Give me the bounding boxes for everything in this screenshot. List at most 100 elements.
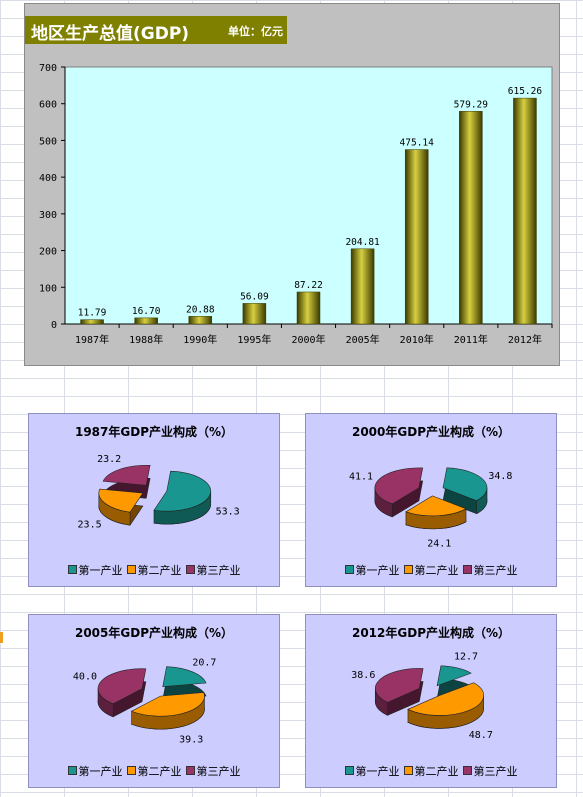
y-tick-label: 500 (39, 136, 57, 147)
bar (513, 97, 537, 325)
y-tick-label: 0 (51, 320, 57, 331)
pie-chart-title: 2005年GDP产业构成（%） (74, 626, 234, 640)
bar-value-label: 20.88 (186, 304, 215, 315)
x-tick-label: 2000年 (291, 333, 325, 346)
pie-chart-2005: 20.7 39.3 40.0 (73, 657, 217, 746)
pie-slice (442, 467, 488, 502)
legend-swatch (67, 565, 77, 574)
legend-label: 第二产业 (137, 564, 182, 577)
bar-value-label: 475.14 (400, 138, 435, 149)
bar (80, 319, 104, 325)
pie-chart-title: 1987年GDP产业构成（%） (74, 425, 234, 439)
legend-label: 第三产业 (196, 564, 241, 577)
legend-label: 第一产业 (78, 765, 123, 778)
pie-chart-title: 2012年GDP产业构成（%） (351, 626, 511, 640)
legend-swatch (185, 766, 195, 775)
pie-value-label: 23.5 (78, 519, 102, 530)
pie-slice (97, 668, 147, 705)
pie-slice (130, 692, 205, 717)
main-chart-title: 地区生产总值(GDP) (31, 24, 190, 44)
bar-value-label: 87.22 (294, 280, 323, 291)
pie-value-label: 12.7 (454, 652, 478, 663)
legend-swatch (126, 766, 136, 775)
bar (242, 303, 267, 325)
pie-value-label: 48.7 (469, 730, 493, 741)
pie-chart-panel-2012: 2012年GDP产业构成（%） 12.7 48.7 38.6 第一产业 第二产业 第三产… (305, 614, 557, 788)
pie-legend: 第一产业 第二产业 第三产业 (306, 562, 556, 578)
legend-swatch (344, 565, 354, 574)
pie-value-label: 20.7 (192, 657, 216, 668)
legend-label: 第一产业 (355, 765, 400, 778)
pie-value-label: 34.8 (488, 471, 512, 482)
y-tick-label: 200 (39, 247, 57, 258)
bar (134, 317, 158, 325)
pie-slice (405, 495, 467, 517)
pie-value-label: 40.0 (73, 671, 97, 682)
pie-value-label: 39.3 (179, 735, 203, 746)
pie-slice (374, 467, 424, 505)
legend-label: 第三产业 (473, 765, 518, 778)
legend-label: 第二产业 (137, 765, 182, 778)
pie-value-label: 38.6 (351, 670, 375, 681)
main-chart-title-box: 地区生产总值(GDP) 单位：亿元 (25, 16, 287, 44)
pie-slice (162, 666, 207, 687)
legend-item: 第二产业 (403, 763, 459, 779)
x-tick-label: 2005年 (346, 333, 380, 346)
sheet-edge-marker (0, 632, 3, 643)
pie-chart-2012: 12.7 48.7 38.6 (351, 652, 493, 741)
legend-item: 第一产业 (67, 562, 123, 578)
pie-value-label: 53.3 (216, 507, 240, 518)
pie-value-label: 23.2 (97, 454, 121, 465)
y-tick-label: 100 (39, 283, 57, 294)
bar-value-label: 615.26 (508, 86, 543, 97)
legend-swatch (344, 766, 354, 775)
x-tick-label: 1987年 (75, 333, 109, 346)
pie-slice (98, 488, 144, 513)
x-tick-label: 2011年 (454, 333, 488, 346)
pie-chart-panel-2000: 2000年GDP产业构成（%） 34.8 24.1 41.1 第一产业 第二产业 第三产… (305, 413, 557, 587)
bar-value-label: 11.79 (78, 308, 107, 319)
legend-item: 第三产业 (462, 763, 518, 779)
x-tick-label: 2012年 (508, 333, 542, 346)
legend-swatch (185, 565, 195, 574)
y-tick-label: 700 (39, 63, 57, 74)
legend-swatch (462, 565, 472, 574)
legend-item: 第三产业 (185, 562, 241, 578)
legend-item: 第二产业 (126, 562, 182, 578)
pie-legend: 第一产业 第二产业 第三产业 (29, 763, 279, 779)
x-tick-label: 1988年 (129, 333, 163, 346)
legend-swatch (462, 766, 472, 775)
pie-chart-1987: 53.3 23.5 23.2 (78, 454, 240, 530)
legend-swatch (403, 565, 413, 574)
pie-legend: 第一产业 第二产业 第三产业 (29, 562, 279, 578)
legend-item: 第二产业 (403, 562, 459, 578)
pie-value-label: 41.1 (349, 472, 373, 483)
x-tick-label: 2010年 (400, 333, 434, 346)
pie-slice (102, 464, 151, 486)
legend-swatch (126, 565, 136, 574)
pie-value-label: 24.1 (427, 539, 451, 550)
bar (459, 111, 483, 325)
legend-swatch (67, 766, 77, 775)
legend-label: 第三产业 (196, 765, 241, 778)
legend-item: 第三产业 (462, 562, 518, 578)
legend-item: 第二产业 (126, 763, 182, 779)
legend-label: 第二产业 (414, 765, 459, 778)
pie-slice (375, 668, 424, 703)
x-tick-label: 1990年 (183, 333, 217, 346)
bar (350, 248, 375, 325)
x-tick-label: 1995年 (237, 333, 271, 346)
legend-item: 第一产业 (67, 763, 123, 779)
legend-item: 第一产业 (344, 763, 400, 779)
pie-slice (407, 682, 484, 716)
y-tick-label: 400 (39, 173, 57, 184)
legend-swatch (403, 766, 413, 775)
y-tick-label: 600 (39, 100, 57, 111)
bar-value-label: 204.81 (345, 237, 380, 248)
gdp-bar-chart: 0 100 200 300 400 500 600 700 11.79 1987年 16.70 198… (39, 63, 553, 346)
gdp-bar-chart-panel: 地区生产总值(GDP) 单位：亿元 0 100 200 300 400 500 600 700… (24, 3, 560, 366)
pie-slice (153, 470, 212, 512)
pie-chart-2000: 34.8 24.1 41.1 (349, 467, 512, 550)
legend-item: 第三产业 (185, 763, 241, 779)
y-tick-label: 300 (39, 210, 57, 221)
